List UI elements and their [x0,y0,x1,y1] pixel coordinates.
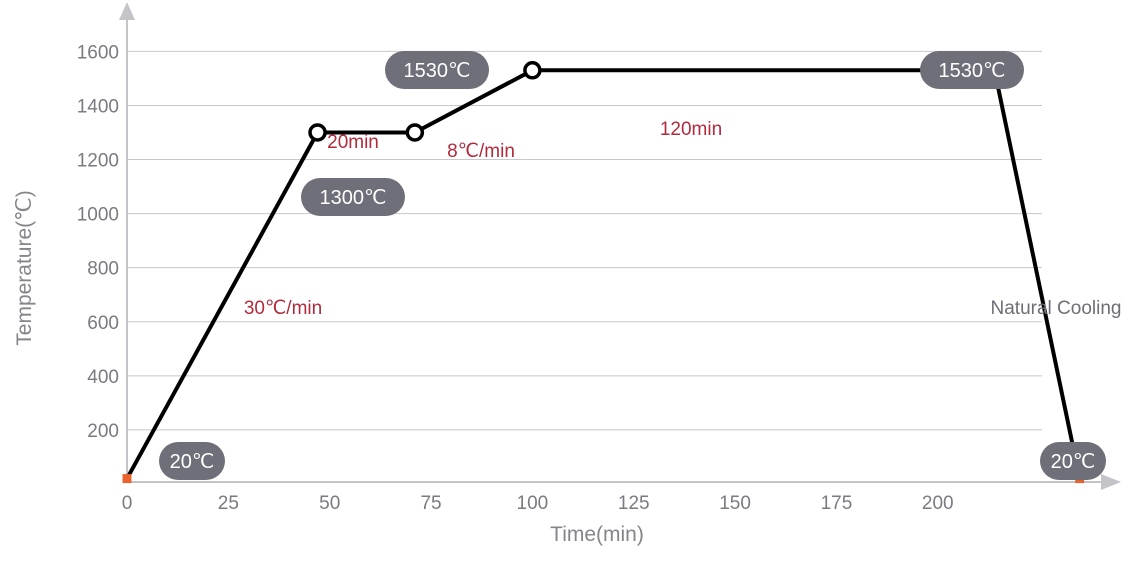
annotations: 30℃/min 20min 8℃/min 120min Natural Cooling [244,119,1122,319]
y-tick-label: 200 [87,421,119,442]
temperature-badge-label: 1530℃ [939,60,1006,82]
y-axis-arrow [119,2,135,20]
x-tick-label: 150 [719,493,751,514]
x-tick-label: 200 [922,493,954,514]
axes [119,2,1121,490]
x-tick-label: 25 [218,493,239,514]
temperature-badge [1040,442,1106,480]
x-tick-label: 175 [821,493,853,514]
y-tick-label: 1400 [77,96,119,117]
temperature-badge [159,442,225,480]
x-axis-title: Time(min) [550,523,644,546]
data-point-marker [308,123,327,142]
annotation-label: 8℃/min [447,141,515,162]
x-axis-arrow [1101,474,1121,490]
x-tick-label: 0 [122,493,133,514]
x-tick-label: 75 [420,493,441,514]
y-axis-title: Temperature(℃) [13,190,36,345]
y-tick-label: 1200 [77,151,119,172]
temperature-badge-label: 1530℃ [404,60,471,82]
temperature-badge-label: 20℃ [1051,451,1096,473]
temperature-badge [385,51,489,89]
y-tick-label: 600 [87,313,119,334]
annotation-label: 20min [327,132,379,153]
annotation-label: Natural Cooling [991,298,1122,319]
data-point-marker [405,123,425,142]
tick-labels: 200 400 600 800 1000 1200 1400 1600 0 25 50 75 100 12… [77,42,954,514]
y-tick-label: 1600 [77,42,119,63]
series-line [125,68,1082,480]
y-tick-label: 1000 [77,205,119,226]
data-point-marker [523,61,542,80]
annotation-label: 120min [660,119,722,140]
gridlines [127,50,1042,431]
x-tick-label: 125 [618,493,650,514]
x-tick-label: 50 [319,493,340,514]
annotation-label: 30℃/min [244,298,322,319]
y-tick-label: 800 [87,259,119,280]
axis-titles: Time(min) Temperature(℃) [13,190,644,546]
temperature-badge-label: 20℃ [170,451,215,473]
end-point-marker [122,474,132,484]
temperature-badge [301,178,405,216]
series-layer [122,61,1085,484]
temperature-badge [920,51,1024,89]
temperature-badge-label: 1300℃ [320,187,387,209]
y-tick-label: 400 [87,367,119,388]
x-tick-label: 100 [517,493,549,514]
badges: 20℃ 1300℃ 1530℃ 1530℃ 20℃ [159,51,1106,480]
